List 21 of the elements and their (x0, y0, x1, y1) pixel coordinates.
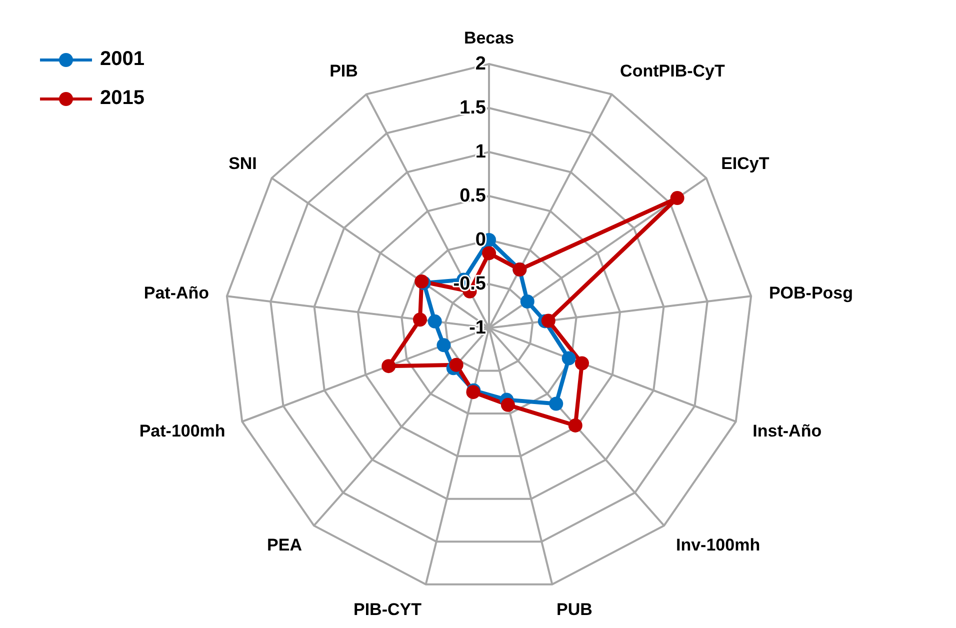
spoke-label: PUB (556, 600, 592, 620)
spoke-label: Inv-100mh (676, 536, 760, 555)
y-tick-label: 0.5 (460, 186, 486, 206)
spoke-label: POB-Posg (768, 284, 854, 303)
spoke-label: SNI (228, 154, 257, 173)
y-tick-label: 1 (475, 142, 486, 162)
spoke-label: PIB-CYT (354, 600, 422, 620)
legend-label: 2015 (100, 87, 144, 110)
y-tick-label: -0.5 (453, 274, 486, 294)
legend-label: 2001 (100, 48, 144, 71)
spoke-label: Pat-Año (144, 284, 210, 303)
y-tick-label: -1 (469, 318, 486, 338)
y-tick-label: 2 (475, 54, 486, 74)
spoke-label: PEA (267, 536, 302, 555)
spoke-label: Becas (464, 28, 514, 48)
spoke-label: PIB (330, 62, 358, 81)
spoke-label: ContPIB-CyT (620, 62, 726, 81)
spoke-label: Pat-100mh (139, 421, 226, 440)
y-tick-label: 1.5 (460, 98, 486, 118)
spoke-label: EICyT (721, 154, 770, 173)
spoke-label: Inst-Año (752, 421, 822, 440)
